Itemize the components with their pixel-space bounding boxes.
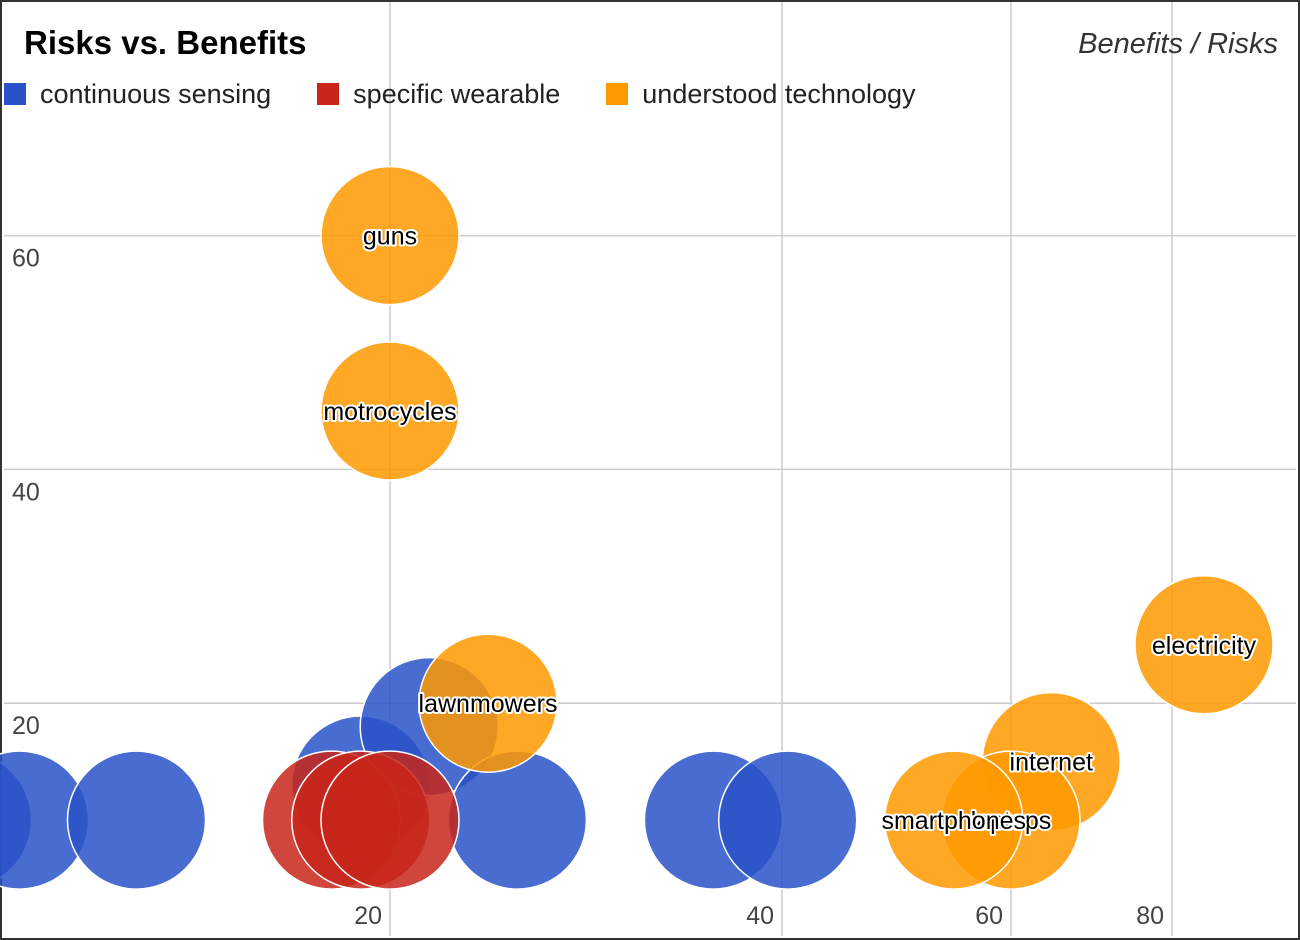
x-tick-label: 80 [1136, 902, 1164, 930]
data-bubble [1134, 575, 1274, 715]
legend-label: understood technology [642, 78, 916, 109]
bubble-label: motrocycles [323, 398, 456, 426]
legend-item-specific-wearable[interactable]: specific wearable [317, 79, 560, 110]
legend-label: specific wearable [353, 78, 561, 109]
legend-swatch [4, 83, 26, 105]
legend-item-understood-technology[interactable]: understood technology [606, 78, 916, 110]
y-tick-label: 60 [12, 245, 40, 273]
bubble-label: guns [363, 223, 417, 251]
y-tick-label: 40 [12, 478, 40, 506]
y-tick-label: 20 [12, 712, 40, 740]
legend-item-continuous-sensing[interactable]: continuous sensing [4, 79, 271, 110]
bubble-label: smartphones [881, 807, 1026, 835]
data-bubble [418, 633, 558, 773]
bubble-label: laptops [971, 807, 1052, 835]
bubbles [0, 165, 1274, 890]
chart-subtitle: Benefits / Risks [1078, 28, 1278, 60]
axis-ticks: 20 40 60 80 20 40 60 [12, 245, 1164, 930]
data-bubble [884, 750, 1024, 890]
data-bubble [66, 750, 207, 890]
legend: continuous sensing specific wearable und… [4, 76, 962, 112]
x-tick-label: 40 [746, 902, 774, 930]
data-bubble [320, 750, 460, 890]
bubble-label: internet [1010, 749, 1093, 777]
bubble-labels: guns motrocycles lawnmowers electricity inte… [321, 221, 1258, 837]
bubble-label: lawnmowers [419, 690, 558, 718]
legend-label: continuous sensing [40, 78, 272, 109]
data-bubble [447, 750, 588, 890]
chart-title: Risks vs. Benefits [24, 24, 307, 61]
data-bubble [320, 341, 460, 481]
legend-swatch [606, 83, 629, 105]
x-tick-label: 20 [354, 902, 382, 930]
bubble-label: electricity [1152, 632, 1257, 660]
data-bubble [320, 165, 460, 306]
data-bubble [717, 750, 858, 890]
x-tick-label: 60 [975, 902, 1003, 930]
legend-swatch [317, 83, 340, 105]
